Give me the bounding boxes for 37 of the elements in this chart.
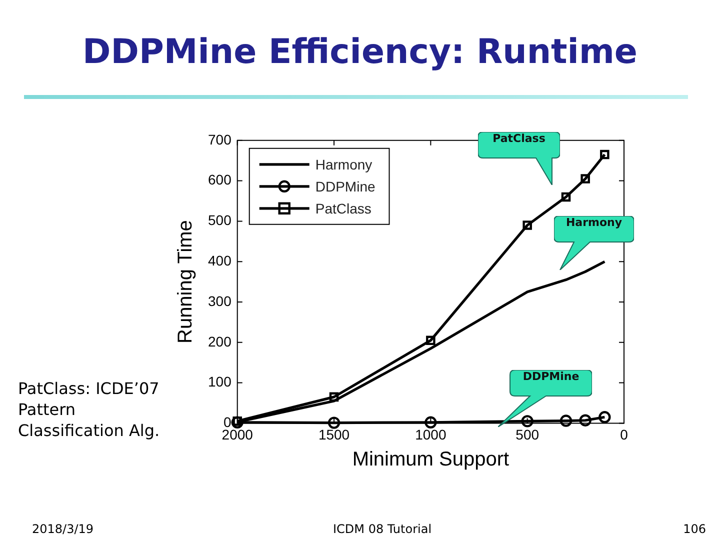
text: PatClass: ICDE’07 Pattern Classification Alg.: [18, 378, 161, 441]
point: [561, 192, 571, 202]
point: [329, 392, 339, 402]
point: [426, 336, 436, 346]
text: ICDM 08 Tutorial: [333, 522, 432, 536]
point: [328, 416, 340, 429]
point: [579, 414, 592, 426]
point: [598, 411, 611, 424]
y-tick-label: 400: [208, 252, 232, 268]
y-tick-label: 300: [208, 292, 232, 309]
chart-title: DDPMine Efficiency: Runtime: [82, 32, 638, 72]
annotation: Harmony: [564, 216, 624, 231]
point: [521, 415, 534, 428]
annotation: PatClass: [492, 132, 546, 147]
point: [522, 220, 532, 230]
y-tick-label: 500: [208, 212, 232, 228]
y-tick-label: 600: [208, 172, 232, 188]
y-tick-label: 100: [208, 374, 232, 390]
text: 2018/3/19: [32, 522, 94, 536]
legend-label: Harmony: [315, 156, 372, 172]
point: [580, 174, 590, 184]
point: [424, 416, 437, 428]
y-tick-label: 200: [208, 333, 232, 350]
x-tick-label: 1500: [318, 426, 350, 442]
legend-label: PatClass: [315, 200, 372, 216]
annotation: DDPMine: [522, 370, 580, 385]
point: [231, 416, 244, 428]
x-tick-label: 0: [620, 426, 628, 442]
point: [600, 150, 610, 160]
y-axis-title: Running Time: [174, 220, 197, 344]
point: [560, 414, 572, 427]
x-tick-label: 500: [516, 426, 540, 442]
x-tick-label: 1000: [415, 426, 446, 442]
legend-label: DDPMine: [315, 178, 376, 194]
y-tick-label: 700: [208, 131, 232, 148]
x-axis-title: Minimum Support: [352, 448, 510, 471]
text: 106: [683, 522, 706, 536]
